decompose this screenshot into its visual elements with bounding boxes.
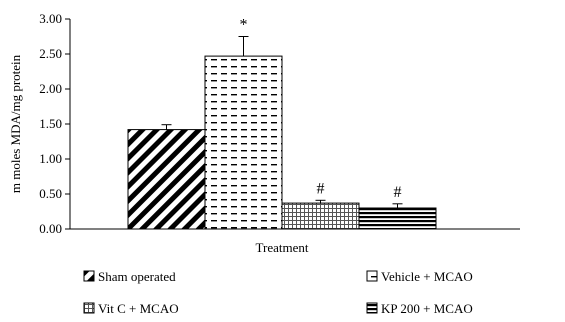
significance-marker: * [240,17,248,34]
legend: Sham operated Vehicle + MCAO Vit C + MCAO K… [83,269,473,316]
y-tick-label: 2.50 [39,46,62,61]
y-tick-label: 0.50 [39,186,62,201]
y-axis-label: m moles MDA/mg protein [8,54,23,193]
y-axis: 0.00 0.50 1.00 1.50 2.00 2.50 3.00 [39,11,71,236]
bars: * # # [127,17,437,230]
y-tick-label: 0.00 [39,221,62,236]
y-tick-label: 1.00 [39,151,62,166]
y-tick-label: 3.00 [39,11,62,26]
y-tick-label: 1.50 [39,116,62,131]
legend-label: Vit C + MCAO [98,301,179,316]
significance-marker: # [394,184,402,201]
y-tick-label: 2.00 [39,81,62,96]
legend-swatch [83,302,95,314]
significance-marker: # [317,180,325,197]
legend-label: Sham operated [98,269,176,284]
legend-swatch [366,270,378,282]
bar-2 [204,55,283,230]
legend-label: KP 200 + MCAO [381,301,473,316]
bar-4 [358,207,437,230]
legend-swatch [83,270,95,282]
bar-3 [281,202,360,230]
legend-label: Vehicle + MCAO [381,269,473,284]
x-axis-label: Treatment [256,240,309,255]
legend-swatch [366,302,378,314]
bar-1 [127,129,206,230]
